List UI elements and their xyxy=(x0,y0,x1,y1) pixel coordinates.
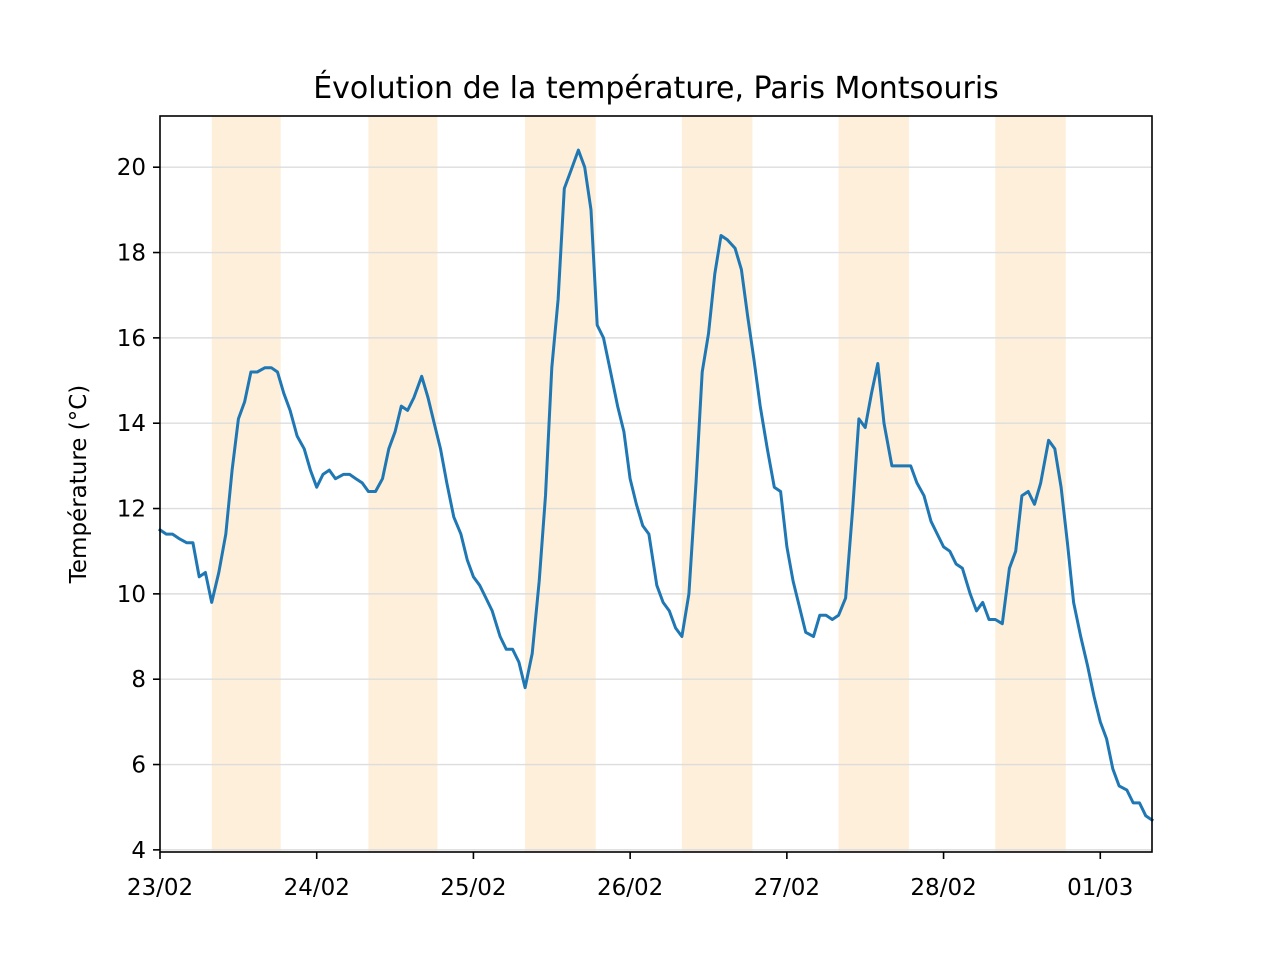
daylight-bands xyxy=(211,116,1066,852)
x-tick-label-6: 01/03 xyxy=(1067,875,1133,901)
x-axis: 23/02 24/02 25/02 26/02 27/02 28/02 01/03 xyxy=(127,852,1133,901)
y-tick-label-2: 8 xyxy=(131,667,146,693)
x-tick-label-2: 25/02 xyxy=(440,875,506,901)
x-tick-label-3: 26/02 xyxy=(597,875,663,901)
daylight-band-3 xyxy=(681,116,753,852)
series-layer xyxy=(157,148,1155,823)
y-tick-label-5: 14 xyxy=(117,411,146,437)
daylight-band-5 xyxy=(995,116,1066,852)
y-tick-label-4: 12 xyxy=(117,497,146,523)
x-tick-label-4: 27/02 xyxy=(754,875,820,901)
x-tick-label-0: 23/02 xyxy=(127,875,193,901)
daylight-band-2 xyxy=(525,116,596,852)
daylight-band-4 xyxy=(838,116,910,852)
y-tick-label-7: 18 xyxy=(117,241,146,267)
y-tick-label-8: 20 xyxy=(117,155,146,181)
temperature-series-line-0 xyxy=(157,148,1155,823)
y-tick-label-0: 4 xyxy=(131,838,146,864)
x-tick-label-1: 24/02 xyxy=(284,875,350,901)
y-tick-label-1: 6 xyxy=(131,753,146,779)
plot-frame xyxy=(159,115,1153,853)
grid-lines xyxy=(160,166,1152,851)
y-tick-label-3: 10 xyxy=(117,582,146,608)
chart-title: Évolution de la température, Paris Monts… xyxy=(313,70,999,106)
y-axis: 4 6 8 10 12 14 16 18 20 xyxy=(117,155,160,864)
daylight-band-0 xyxy=(211,116,281,852)
y-tick-label-6: 16 xyxy=(117,326,146,352)
x-tick-label-5: 28/02 xyxy=(910,875,976,901)
y-axis-label: Température (°C) xyxy=(66,385,92,585)
